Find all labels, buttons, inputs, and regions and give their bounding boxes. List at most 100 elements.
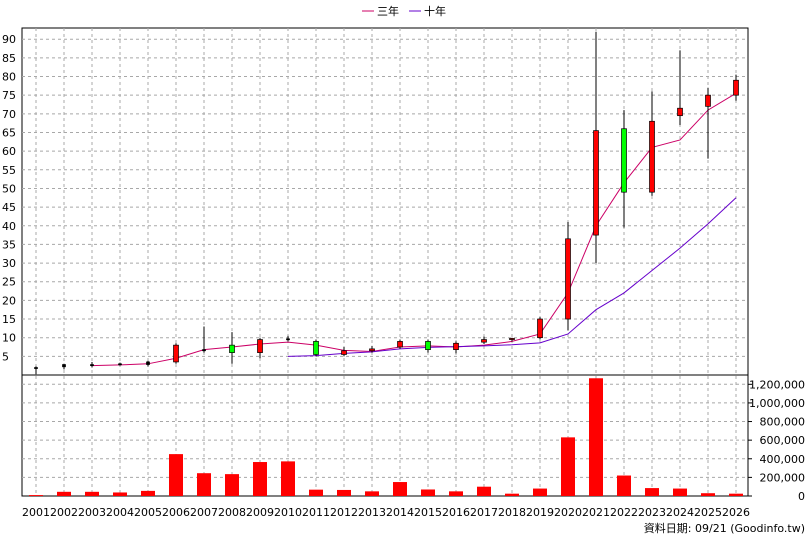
candle-body (425, 341, 431, 350)
x-tick-label: 2019 (526, 506, 554, 519)
x-tick-label: 2022 (610, 506, 638, 519)
volume-bar (589, 378, 603, 496)
volume-bar (281, 461, 295, 496)
x-tick-label: 2014 (386, 506, 414, 519)
x-tick-label: 2007 (190, 506, 218, 519)
volume-tick-label: 0 (798, 490, 805, 503)
price-tick-label: 70 (2, 108, 16, 121)
volume-bar (57, 491, 71, 496)
candle-body (733, 79, 739, 96)
volume-tick-label: 1,200,000 (749, 378, 805, 391)
x-tick-label: 2018 (498, 506, 526, 519)
volume-bar (169, 454, 183, 496)
candle-body (481, 339, 487, 343)
price-tick-label: 25 (2, 276, 16, 289)
x-tick-label: 2006 (162, 506, 190, 519)
candle-body (705, 94, 711, 107)
x-tick-label: 2010 (274, 506, 302, 519)
candle-body (62, 364, 66, 368)
price-tick-label: 45 (2, 201, 16, 214)
price-tick-label: 50 (2, 182, 16, 195)
price-tick-label: 85 (2, 52, 16, 65)
volume-bar (253, 462, 267, 496)
price-tick-label: 65 (2, 126, 16, 139)
price-tick-label: 5 (2, 350, 9, 363)
candle-body (173, 344, 179, 363)
plot-frame (21, 27, 749, 497)
candle-body (677, 107, 683, 117)
x-tick-label: 2005 (134, 506, 162, 519)
x-tick-label: 2025 (694, 506, 722, 519)
price-tick-label: 30 (2, 257, 16, 270)
footer-note: 資料日期: 09/21 (Goodinfo.tw) (644, 521, 805, 535)
candle-body (593, 130, 599, 236)
x-tick-label: 2001 (22, 506, 50, 519)
candle-body (397, 341, 403, 348)
price-tick-label: 80 (2, 71, 16, 84)
x-tick-label: 2004 (106, 506, 134, 519)
legend-label-ten-year: 十年 (424, 4, 446, 18)
volume-bar (477, 486, 491, 496)
legend-label-three-year: 三年 (377, 4, 399, 18)
candle-body (509, 338, 515, 340)
volume-bar (617, 475, 631, 496)
volume-tick-label: 800,000 (760, 416, 806, 429)
candle-body (90, 364, 94, 367)
x-tick-label: 2003 (78, 506, 106, 519)
x-tick-label: 2015 (414, 506, 442, 519)
price-tick-label: 60 (2, 145, 16, 158)
volume-tick-label: 600,000 (760, 434, 806, 447)
volume-bar (673, 488, 687, 496)
candle-body (369, 348, 375, 352)
volume-bar (393, 482, 407, 496)
x-tick-label: 2023 (638, 506, 666, 519)
x-tick-label: 2020 (554, 506, 582, 519)
price-tick-label: 20 (2, 294, 16, 307)
x-tick-label: 2024 (666, 506, 694, 519)
candle-body (649, 120, 655, 193)
candle-body (621, 128, 627, 193)
x-tick-label: 2008 (218, 506, 246, 519)
x-tick-label: 2002 (50, 506, 78, 519)
volume-bar (309, 489, 323, 496)
candle-body (34, 367, 38, 369)
candle-body (565, 238, 571, 320)
price-tick-label: 10 (2, 332, 16, 345)
volume-bar (113, 492, 127, 496)
volume-bar (729, 493, 743, 496)
x-tick-label: 2026 (722, 506, 750, 519)
price-tick-label: 55 (2, 164, 16, 177)
price-tick-label: 75 (2, 89, 16, 102)
volume-bar (365, 491, 379, 496)
volume-bar (561, 437, 575, 496)
x-tick-label: 2016 (442, 506, 470, 519)
candle-body (146, 361, 150, 365)
price-tick-label: 40 (2, 220, 16, 233)
x-tick-label: 2009 (246, 506, 274, 519)
candle-body (118, 363, 122, 366)
volume-bar (85, 491, 99, 496)
volume-bar (449, 491, 463, 496)
candle-body (537, 318, 543, 339)
volume-bar (533, 488, 547, 496)
volume-bar (141, 490, 155, 496)
price-tick-label: 15 (2, 313, 16, 326)
x-tick-label: 2021 (582, 506, 610, 519)
x-tick-label: 2013 (358, 506, 386, 519)
candle-body (453, 342, 459, 350)
volume-bar (645, 488, 659, 496)
volume-bar (421, 489, 435, 496)
x-tick-label: 2011 (302, 506, 330, 519)
volume-bar (505, 493, 519, 496)
volume-bar (701, 493, 715, 496)
ma-line-three-year (91, 92, 737, 367)
volume-bar (225, 474, 239, 496)
volume-tick-label: 200,000 (760, 471, 806, 484)
ma-line-ten-year (287, 197, 737, 357)
price-tick-label: 90 (2, 33, 16, 46)
candle-body (286, 338, 290, 341)
candle-body (313, 341, 319, 355)
volume-tick-label: 1,000,000 (749, 397, 805, 410)
